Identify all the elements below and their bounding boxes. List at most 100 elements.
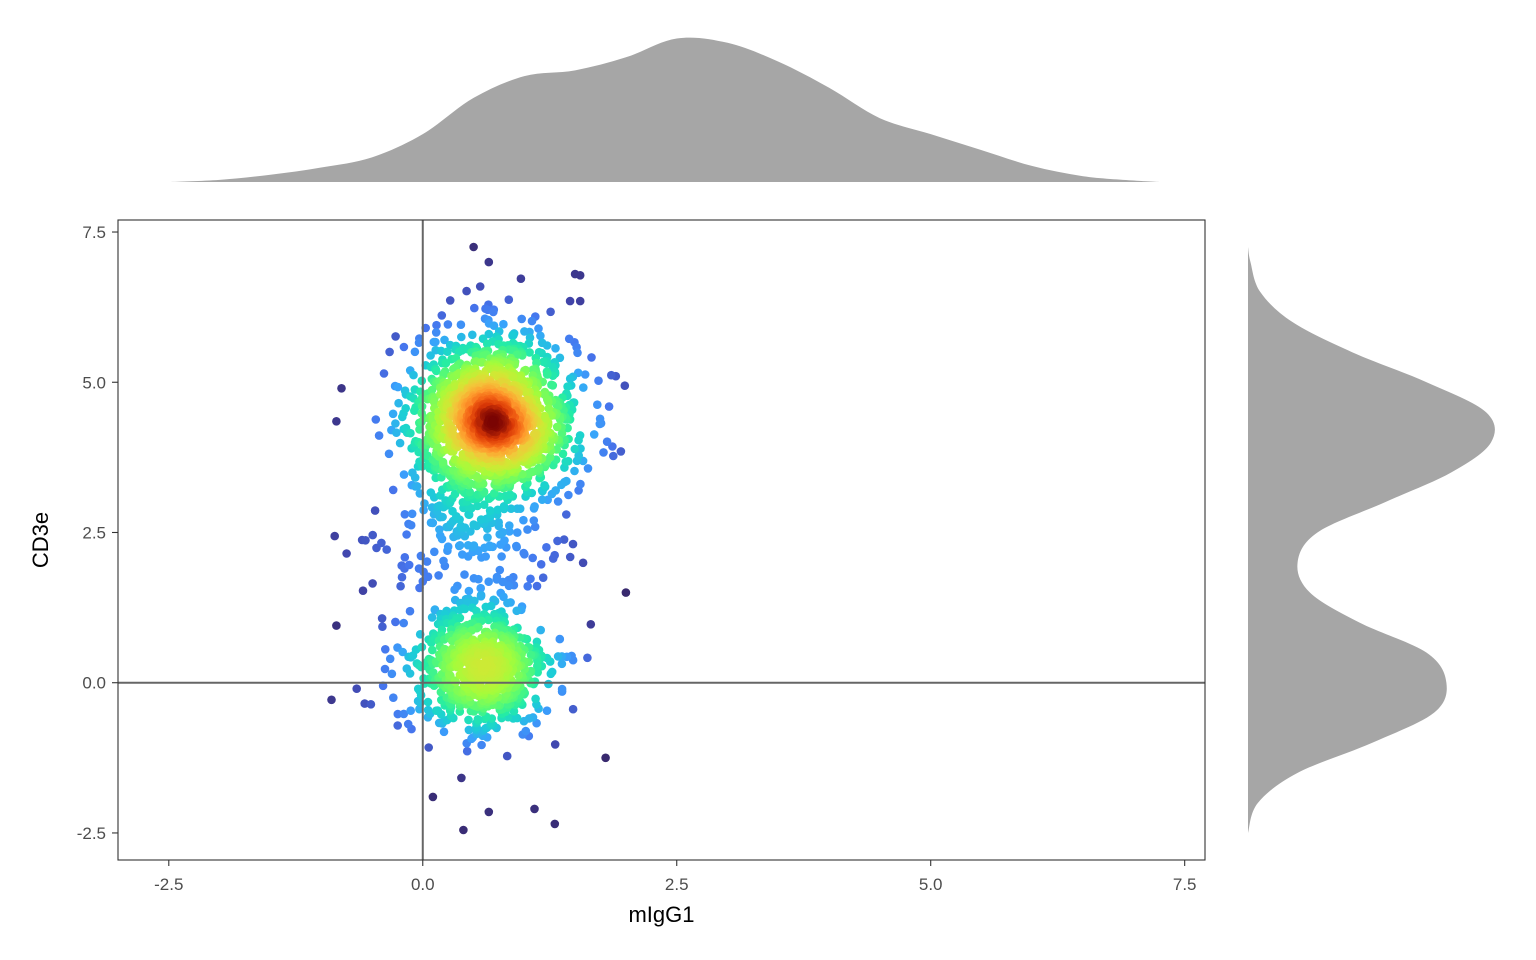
data-point: [439, 556, 448, 566]
data-point: [477, 358, 486, 367]
data-point: [391, 617, 400, 627]
x-tick-label: -2.5: [154, 875, 183, 894]
data-point: [414, 338, 424, 348]
data-point: [551, 344, 560, 353]
x-tick-label: 7.5: [1173, 875, 1197, 894]
data-point: [599, 448, 608, 457]
data-point: [406, 520, 416, 530]
data-point: [368, 579, 377, 588]
data-point: [337, 384, 346, 393]
data-point: [517, 314, 526, 324]
data-point: [464, 715, 473, 725]
data-point: [594, 376, 603, 386]
data-point: [542, 706, 552, 715]
data-point: [399, 342, 409, 352]
data-point: [448, 425, 458, 434]
data-point: [469, 520, 479, 529]
data-point: [479, 351, 488, 360]
data-point: [578, 558, 588, 568]
data-point: [443, 320, 453, 329]
data-point: [420, 499, 429, 508]
data-point: [430, 547, 439, 557]
data-point: [536, 625, 545, 635]
data-point: [530, 804, 539, 814]
data-point: [460, 570, 469, 579]
data-point: [555, 634, 565, 644]
data-point: [536, 560, 546, 569]
data-point: [368, 530, 378, 540]
data-point: [506, 504, 516, 513]
data-point: [565, 374, 575, 384]
data-point: [428, 645, 437, 655]
data-point: [431, 328, 441, 337]
data-point: [553, 536, 562, 546]
data-point: [587, 353, 596, 362]
data-point: [481, 602, 491, 612]
data-point: [426, 488, 436, 497]
data-point: [476, 515, 486, 524]
y-tick-label: 0.0: [82, 674, 106, 693]
data-point: [565, 296, 575, 306]
data-point: [544, 397, 553, 407]
data-point: [504, 295, 514, 305]
data-point: [438, 512, 447, 522]
data-point: [437, 311, 447, 320]
data-point: [393, 382, 403, 392]
data-point: [574, 451, 583, 460]
marginal-density-x: [168, 37, 1160, 182]
data-point: [557, 659, 567, 669]
data-point: [526, 467, 536, 477]
data-point: [557, 480, 566, 490]
data-point: [407, 509, 417, 519]
data-point: [561, 457, 571, 467]
data-point: [332, 417, 341, 426]
data-point: [583, 653, 592, 663]
data-point: [531, 694, 540, 704]
data-point: [470, 596, 479, 606]
data-point: [428, 518, 438, 528]
data-point: [410, 347, 420, 357]
data-point: [472, 606, 481, 616]
plot-panel-border: [117, 219, 1206, 861]
data-point: [459, 825, 468, 835]
data-point: [526, 650, 536, 660]
data-point: [431, 337, 440, 347]
data-point: [382, 545, 392, 554]
data-point: [443, 542, 453, 551]
data-point: [499, 319, 508, 329]
data-point: [574, 435, 583, 445]
data-point: [465, 487, 475, 497]
data-point: [378, 622, 387, 631]
data-point: [499, 592, 508, 602]
data-point: [595, 419, 605, 429]
data-point: [332, 621, 341, 630]
data-point: [399, 470, 409, 479]
data-point: [575, 271, 585, 280]
data-point: [570, 466, 579, 476]
data-point: [620, 381, 630, 391]
data-point: [434, 571, 443, 580]
data-point: [361, 536, 370, 545]
x-tick-label: 5.0: [919, 875, 943, 894]
data-point: [377, 614, 387, 623]
data-point: [505, 521, 514, 530]
data-point: [406, 428, 415, 438]
x-axis: -2.5 0.0 2.5 5.0 7.5: [154, 860, 1197, 894]
data-point: [415, 425, 424, 434]
data-point: [385, 347, 394, 357]
data-point: [457, 332, 466, 342]
data-point: [575, 296, 585, 306]
data-point: [518, 469, 527, 479]
data-point: [395, 438, 405, 448]
data-point: [405, 606, 415, 616]
data-point: [475, 282, 485, 291]
data-point: [502, 751, 512, 761]
data-point: [545, 452, 555, 462]
data-point: [495, 565, 505, 575]
marginal-density-y-area: [1248, 247, 1495, 833]
data-point: [542, 370, 552, 379]
data-point: [403, 719, 413, 729]
data-point: [589, 430, 599, 439]
data-point: [441, 358, 451, 368]
data-point: [422, 557, 432, 566]
